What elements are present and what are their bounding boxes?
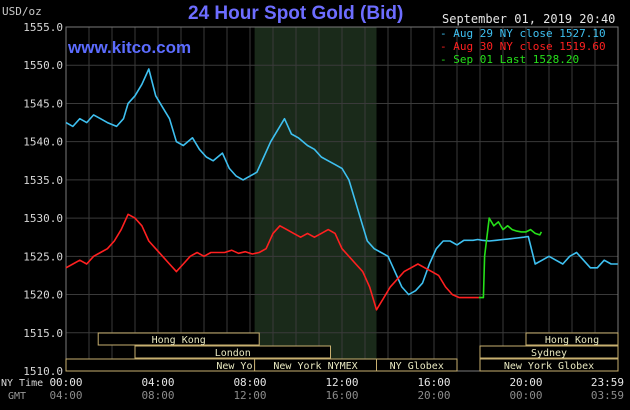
y-tick-label: 1515.0 <box>23 327 63 340</box>
closed-market-shading <box>254 27 377 371</box>
y-tick-label: 1520.0 <box>23 289 63 302</box>
session-label: New York NYMEX <box>273 361 357 372</box>
y-tick-label: 1525.0 <box>23 250 63 263</box>
x-tick-label-gmt: 04:00 <box>49 389 82 402</box>
chart-datetime: September 01, 2019 20:40 <box>442 12 616 26</box>
session-bar <box>97 332 260 346</box>
session-label: Hong Kong <box>545 335 599 346</box>
y-tick-label: 1540.0 <box>23 136 63 149</box>
x-tick-label-ny: 08:00 <box>233 376 266 389</box>
session-label: New York Globex <box>504 361 594 372</box>
legend-entry-aug29: - Aug 29 NY close 1527.10 <box>440 27 606 40</box>
x-tick-label-ny: 16:00 <box>417 376 450 389</box>
x-tick-label-ny: 20:00 <box>509 376 542 389</box>
session-bar <box>525 332 619 346</box>
legend-entry-aug30: - Aug 30 NY close 1519.60 <box>440 40 606 53</box>
session-label: London <box>215 348 251 359</box>
session-bar <box>479 345 619 359</box>
y-tick-label: 1550.0 <box>23 59 63 72</box>
x-tick-label-gmt: 03:59 <box>591 389 624 402</box>
y-axis-tick-labels: 1510.0 1515.0 1520.0 1525.0 1530.0 1535.0 1540… <box>23 21 63 378</box>
session-label: Hong Kong <box>152 335 206 346</box>
y-tick-label: 1535.0 <box>23 174 63 187</box>
session-label: NY Globex <box>390 361 444 372</box>
series-line-sep-01 <box>478 217 543 299</box>
series-line-aug-29 <box>65 68 618 296</box>
session-bar <box>479 358 619 372</box>
x-tick-label-ny: 04:00 <box>141 376 174 389</box>
x-tick-label-ny: 12:00 <box>325 376 358 389</box>
x-axis-tick-labels: NY TimeGMT00:0004:0004:0008:0008:0012:00… <box>1 376 624 402</box>
y-tick-label: 1555.0 <box>23 21 63 34</box>
x-tick-label-gmt: 12:00 <box>233 389 266 402</box>
gmt-row-label: GMT <box>8 391 26 402</box>
x-tick-label-gmt: 16:00 <box>325 389 358 402</box>
price-series-lines <box>65 68 618 311</box>
y-tick-label: 1510.0 <box>23 365 63 378</box>
x-tick-label-ny: 00:00 <box>49 376 82 389</box>
chart-title: 24 Hour Spot Gold (Bid) <box>188 3 404 24</box>
kitco-watermark[interactable]: www.kitco.com <box>68 38 192 57</box>
x-tick-label-ny: 23:59 <box>591 376 624 389</box>
legend-entry-sep01: - Sep 01 Last 1528.20 <box>440 53 580 66</box>
series-line-aug-30 <box>65 213 479 311</box>
y-tick-label: 1545.0 <box>23 97 63 110</box>
x-tick-label-gmt: 08:00 <box>141 389 174 402</box>
y-tick-label: 1530.0 <box>23 212 63 225</box>
shaded-session-region <box>254 27 377 371</box>
x-tick-label-gmt: 20:00 <box>417 389 450 402</box>
chart-gridlines <box>65 26 619 372</box>
market-session-bars: Hong Kong London New York Globex New York N… <box>65 332 619 372</box>
ny-time-row-label: NY Time <box>1 378 43 389</box>
session-label: Sydney <box>531 348 567 359</box>
session-bar <box>376 358 458 372</box>
y-axis-unit-label: USD/oz <box>2 5 42 18</box>
session-bar <box>134 345 331 359</box>
x-tick-label-gmt: 00:00 <box>509 389 542 402</box>
